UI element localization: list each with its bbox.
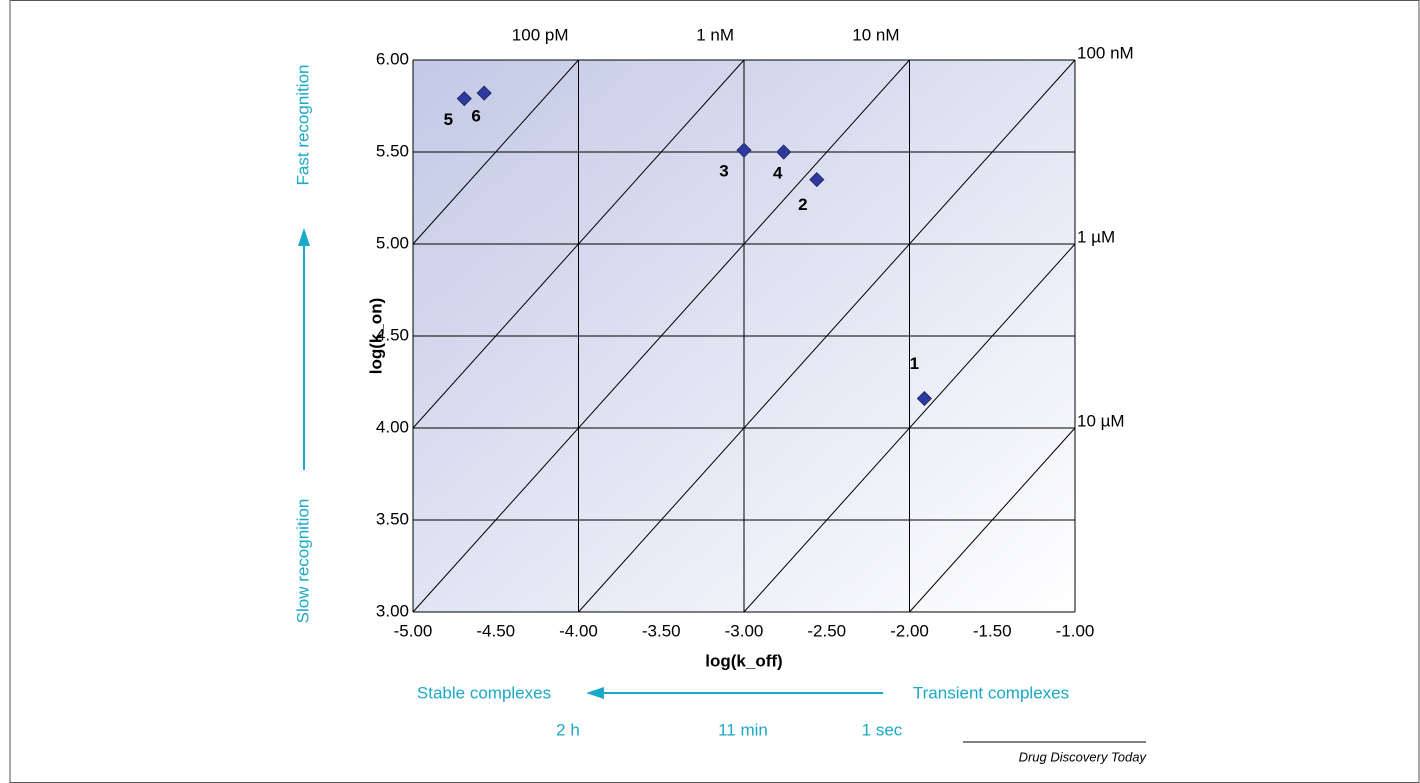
x-tick-label: -2.50 <box>807 621 846 640</box>
arrowhead <box>298 228 310 246</box>
point <box>916 390 932 407</box>
y-annotation: Slow recognition <box>293 499 312 624</box>
time-label: 1 sec <box>862 720 903 739</box>
x-tick-label: -1.50 <box>973 621 1012 640</box>
x-tick-label: -1.00 <box>1056 621 1095 640</box>
kd-label: 1 nM <box>696 25 734 44</box>
point <box>809 172 825 188</box>
y-tick-label: 5.00 <box>376 233 409 252</box>
kd-label: 100 nM <box>1077 43 1134 62</box>
time-label: 11 min <box>718 720 768 739</box>
x-axis-label: log(k_off) <box>705 651 782 670</box>
y-tick-label: 4.50 <box>376 325 409 344</box>
y-annotation: Fast recognition <box>293 65 312 186</box>
point <box>776 144 792 160</box>
kd-line <box>412 59 579 245</box>
kd-label: 10 µM <box>1077 411 1125 430</box>
x-tick-label: -4.50 <box>476 621 515 640</box>
x-annotation: Stable complexes <box>417 683 551 702</box>
source: Drug Discovery Today <box>1019 749 1148 764</box>
point-label: 3 <box>719 162 728 181</box>
point-label: 2 <box>798 195 807 214</box>
point <box>736 142 752 158</box>
x-tick-label: -5.00 <box>394 621 433 640</box>
point <box>456 91 472 107</box>
y-tick-label: 3.00 <box>376 601 409 620</box>
y-tick-label: 6.00 <box>376 49 409 68</box>
kd-line <box>412 59 910 613</box>
kd-line <box>412 59 745 429</box>
point-label: 4 <box>773 163 783 182</box>
kd-label: 10 nM <box>852 25 899 44</box>
kd-line <box>578 59 1076 613</box>
x-tick-label: -2.00 <box>890 621 929 640</box>
arrowhead <box>586 687 604 699</box>
x-annotation: Transient complexes <box>913 683 1069 702</box>
point-label: 5 <box>444 110 453 129</box>
kd-line <box>743 243 1076 613</box>
point-label: 1 <box>910 354 919 373</box>
x-tick-label: -4.00 <box>559 621 598 640</box>
kd-label: 1 µM <box>1077 227 1115 246</box>
x-tick-label: -3.00 <box>725 621 764 640</box>
point-label: 6 <box>471 107 480 126</box>
x-tick-label: -3.50 <box>642 621 681 640</box>
kd-line <box>909 427 1076 613</box>
y-tick-label: 3.50 <box>376 509 409 528</box>
point <box>476 85 492 101</box>
y-axis-label: log(k_on) <box>366 298 385 375</box>
y-tick-label: 4.00 <box>376 417 409 436</box>
time-label: 2 h <box>556 720 580 739</box>
kd-label: 100 pM <box>512 25 569 44</box>
y-tick-label: 5.50 <box>376 141 409 160</box>
